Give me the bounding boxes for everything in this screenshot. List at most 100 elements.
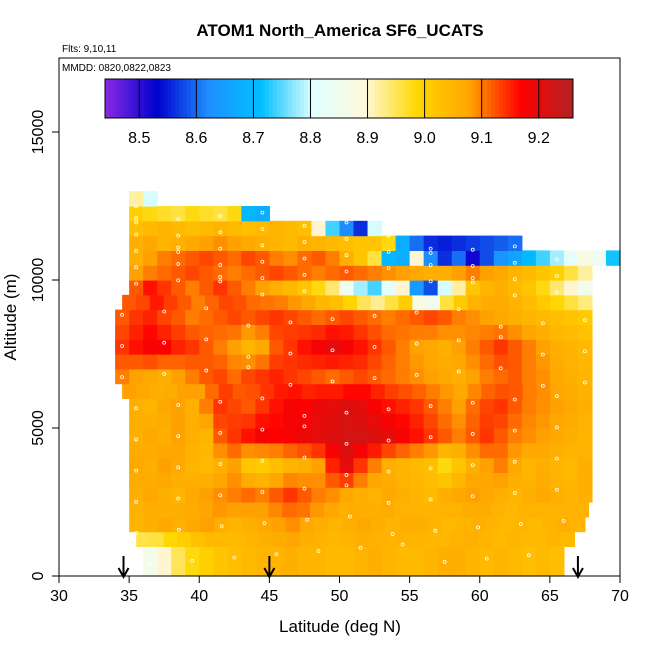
heatmap-cell (549, 561, 565, 577)
heatmap-cell (395, 250, 411, 266)
heatmap-cell (353, 457, 369, 473)
heatmap-cell (549, 339, 565, 355)
heatmap-cell (353, 339, 369, 355)
heatmap-cell (395, 280, 411, 296)
heatmap-cell (241, 265, 256, 281)
heatmap-cell (423, 487, 439, 503)
heatmap-cell (143, 324, 158, 340)
heatmap-cell (156, 502, 172, 518)
heatmap-cell (185, 457, 200, 473)
heatmap-cell (437, 324, 453, 340)
heatmap-cell (227, 546, 242, 562)
heatmap-cell (437, 442, 453, 459)
colorbar-segment (132, 79, 137, 118)
heatmap-cell (143, 516, 159, 533)
colorbar-segment (467, 79, 473, 118)
heatmap-cell (577, 457, 593, 473)
sample-points-layer (120, 204, 601, 567)
heatmap-cell (287, 294, 303, 311)
heatmap-cell (129, 354, 144, 370)
colorbar-segment (545, 79, 551, 118)
heatmap-cell (465, 324, 481, 340)
y-tick-label: 0 (30, 571, 47, 580)
heatmap-cell (301, 383, 317, 399)
heatmap-cell (367, 265, 383, 281)
heatmap-cell (521, 442, 537, 459)
heatmap-cell (241, 472, 256, 488)
heatmap-cell (381, 354, 397, 370)
heatmap-cell (213, 324, 228, 340)
colorbar-segment (409, 79, 414, 118)
heatmap-cell (453, 383, 469, 399)
heatmap-cell (339, 324, 355, 340)
heatmap-cell (171, 206, 186, 222)
sample-point (554, 273, 559, 278)
colorbar-segment (253, 79, 258, 118)
colorbar-segment (159, 79, 164, 118)
sample-point (134, 437, 139, 442)
heatmap-cell (412, 383, 427, 399)
sample-point (274, 552, 279, 557)
heatmap-cell (343, 294, 358, 311)
sample-point (232, 555, 237, 560)
colorbar-segment (147, 79, 153, 118)
heatmap-cell (499, 516, 515, 533)
heatmap-cell (465, 442, 481, 459)
sample-point (134, 499, 139, 504)
heatmap-cell (157, 235, 172, 251)
sample-point (554, 290, 559, 295)
sample-point (386, 266, 391, 271)
heatmap-cell (423, 531, 439, 547)
heatmap-cell (451, 428, 467, 444)
heatmap-cell (423, 398, 439, 414)
colorbar-tick-label: 9.0 (413, 130, 435, 147)
heatmap-cell (255, 280, 270, 296)
heatmap-cell (199, 354, 214, 370)
heatmap-cell (227, 235, 242, 251)
sample-point (414, 341, 419, 346)
heatmap-cell (549, 368, 565, 385)
x-tick-label: 40 (190, 588, 208, 605)
colorbar-segment (179, 79, 184, 118)
heatmap-cell (269, 250, 284, 266)
heatmap-cell (171, 265, 186, 281)
heatmap-cell (129, 235, 144, 251)
heatmap-cell (296, 502, 311, 518)
heatmap-cell (479, 368, 495, 385)
heatmap-cell (521, 339, 537, 355)
heatmap-cell (407, 502, 423, 518)
heatmap-cell (507, 368, 523, 385)
heatmap-cell (184, 502, 200, 518)
heatmap-cell (381, 235, 397, 251)
heatmap-cell (560, 502, 576, 518)
heatmap-cell (437, 531, 452, 547)
heatmap-cell (535, 250, 551, 266)
heatmap-cell (367, 428, 383, 444)
heatmap-cell (171, 428, 186, 444)
heatmap-cell (269, 280, 284, 296)
heatmap-cell (115, 309, 130, 325)
heatmap-cell (507, 398, 523, 414)
heatmap-cell (533, 531, 548, 547)
heatmap-cell (311, 398, 327, 414)
colorbar-segment (370, 79, 375, 118)
heatmap-cell (311, 324, 327, 340)
sample-point (540, 352, 545, 357)
heatmap-cell (199, 206, 214, 222)
colorbar-tick-label: 8.9 (356, 130, 378, 147)
sample-point (134, 204, 139, 209)
sample-point (162, 340, 167, 345)
heatmap-cell (437, 280, 453, 296)
heatmap-cell (226, 502, 242, 518)
heatmap-cell (521, 265, 537, 281)
colorbar-segment (378, 79, 383, 118)
heatmap-cell (437, 546, 453, 562)
heatmap-cell (493, 324, 509, 340)
heatmap-cell (521, 309, 537, 325)
heatmap-cell (521, 250, 537, 266)
heatmap-cell (199, 546, 214, 562)
heatmap-cell (297, 250, 313, 266)
heatmap-cell (493, 309, 509, 325)
heatmap-cell (353, 561, 369, 577)
heatmap-cell (170, 502, 186, 518)
